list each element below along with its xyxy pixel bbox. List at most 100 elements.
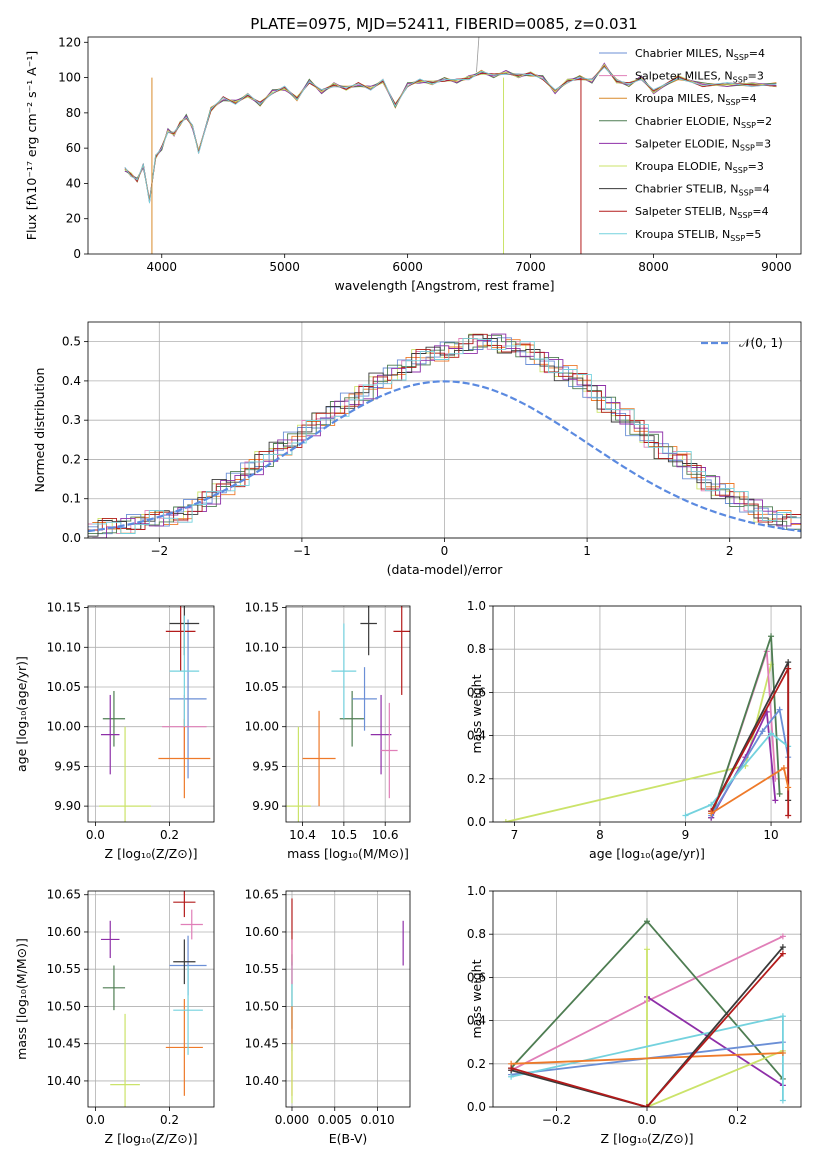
x-tick-label: 5000	[269, 260, 300, 274]
y-tick-label: 1.0	[467, 884, 486, 898]
legend-entry: 𝒩(0, 1)	[701, 336, 783, 350]
legend-entry: Kroupa MILES, NSSP=4	[599, 92, 757, 107]
axes-frame	[492, 890, 802, 1108]
legend-entry: Salpeter STELIB, NSSP=4	[599, 205, 769, 220]
axes-frame	[285, 890, 411, 1108]
normal-curve	[88, 380, 801, 533]
y-tick-label: 10.15	[245, 601, 279, 615]
legend-entry: Kroupa STELIB, NSSP=5	[599, 228, 761, 243]
y-tick-label: 100	[58, 71, 81, 85]
weight-marker	[785, 812, 792, 819]
legend-entry: Chabrier MILES, NSSP=4	[599, 47, 765, 62]
histogram-kroupa_elodie	[88, 333, 797, 531]
weight-marker	[759, 728, 766, 735]
legend-subscript: SSP	[730, 234, 745, 243]
legend-value: =2	[756, 115, 772, 128]
errorbar-point-kroupa_stelib	[331, 623, 357, 719]
x-tick-label: 0.0	[86, 828, 105, 842]
y-tick-label: 40	[66, 176, 81, 190]
errorbar-point-kroupa_elodie	[286, 726, 311, 822]
y-tick-label: 10.05	[47, 680, 81, 694]
weight-marker	[779, 1097, 786, 1104]
panel-age_vs_mass: 10.4 10.5 10.6 9.90 9.95 10.00 10.05 10.10 10.15…	[245, 601, 411, 861]
y-tick-label: 10.05	[245, 680, 279, 694]
legend-label: Kroupa MILES, NSSP=4	[635, 92, 757, 107]
x-tick-label: 7	[511, 828, 519, 842]
x-axis-label: wavelength [Angstrom, rest frame]	[334, 278, 554, 293]
x-axis-label: mass [log₁₀(M/M⊙)]	[287, 846, 409, 861]
y-axis-label: Flux [fλ10⁻¹⁷ erg cm⁻² s⁻¹ A⁻¹]	[24, 51, 39, 240]
errorbar-point-salpeter_elodie	[100, 694, 120, 775]
y-tick-label: 0.8	[467, 642, 486, 656]
x-tick-label: 0.0	[637, 1113, 656, 1127]
x-tick-label: 9	[682, 828, 690, 842]
x-tick-label: 10	[763, 828, 778, 842]
legend-subscript: SSP	[733, 166, 748, 175]
legend-label-text: Kroupa STELIB, N	[635, 228, 730, 241]
y-tick-label: 20	[66, 212, 81, 226]
y-tick-label: 0.2	[467, 1057, 486, 1071]
y-tick-label: 0.8	[467, 927, 486, 941]
legend-label: Chabrier STELIB, NSSP=4	[635, 183, 770, 198]
errorbar-point-kroupa_elodie	[110, 1013, 140, 1107]
legend-label-text: Salpeter STELIB, N	[635, 205, 737, 218]
legend-value: =3	[755, 137, 771, 150]
spectrum-line-salpeter_stelib	[124, 65, 777, 203]
legend-subscript: SSP	[740, 143, 755, 152]
weight-marker	[682, 812, 689, 819]
y-tick-label: 0.4	[467, 729, 486, 743]
spectrum-line-kroupa_elodie	[124, 63, 777, 201]
errorbar-point-salpeter_miles	[381, 702, 398, 799]
weight-line-kroupa_elodie	[505, 664, 772, 822]
weight-marker	[644, 946, 650, 953]
legend-value: =3	[748, 70, 764, 83]
y-tick-label: 9.90	[54, 799, 81, 813]
x-axis-label: Z [log₁₀(Z/Z⊙)]	[105, 846, 198, 861]
histogram-salpeter_stelib	[88, 333, 801, 531]
legend-subscript: SSP	[739, 189, 754, 198]
panel-mass_vs_ebv: 0.000 0.005 0.010 10.40 10.45 10.50 10.55 10.60…	[245, 888, 411, 1146]
weight-marker	[644, 918, 650, 925]
y-tick-label: 0.0	[467, 815, 486, 829]
legend-label-text: Kroupa ELODIE, N	[635, 160, 733, 173]
histogram-kroupa_stelib	[92, 337, 801, 534]
legend-entry: Chabrier ELODIE, NSSP=2	[599, 115, 772, 130]
panel-weight_vs_age: 7 8 9 10 0.0 0.2 0.4 0.6 0.8 1.0 age [log₁₀(age/yr…	[467, 599, 802, 861]
y-tick-label: 10.40	[245, 1074, 279, 1088]
y-axis-label: mass [log₁₀(M/M⊙)]	[14, 938, 29, 1060]
y-axis-label: mass weight	[469, 674, 484, 753]
x-tick-label: 8	[596, 828, 604, 842]
legend-entry: Salpeter ELODIE, NSSP=3	[599, 137, 771, 152]
y-tick-label: 80	[66, 106, 81, 120]
y-tick-label: 10.50	[47, 999, 81, 1013]
weight-marker	[708, 810, 715, 817]
axes-frame	[87, 321, 802, 539]
errorbar-point-chabrier_elodie	[102, 965, 126, 1011]
histogram-chabrier_stelib	[88, 334, 797, 537]
y-axis-label: mass weight	[469, 959, 484, 1038]
y-tick-label: 10.15	[47, 601, 81, 615]
y-tick-label: 0.2	[467, 772, 486, 786]
weight-marker	[779, 950, 786, 957]
errorbar-point-kroupa_elodie	[99, 726, 151, 822]
spectrum-line-kroupa_stelib	[124, 66, 777, 204]
weight-marker	[768, 633, 775, 640]
weight-marker	[776, 706, 783, 713]
axes-frame	[87, 890, 215, 1108]
y-tick-label: 10.00	[245, 720, 279, 734]
x-axis-label: E(B-V)	[329, 1131, 368, 1146]
weight-marker	[779, 1050, 786, 1056]
panel-residuals: −2 −1 0 1 2 0.0 0.1 0.2 0.3 0.4 0.5 (data-model)/er…	[32, 321, 802, 577]
y-tick-label: 10.55	[245, 962, 279, 976]
errorbar-point-orange	[165, 999, 203, 1096]
x-tick-label: 0.0	[86, 1113, 105, 1127]
weight-marker	[785, 784, 792, 791]
legend-entry: Chabrier STELIB, NSSP=4	[599, 183, 770, 198]
legend-subscript: SSP	[734, 53, 749, 62]
legend-label-text: Salpeter MILES, N	[635, 70, 733, 83]
x-axis-label: age [log₁₀(age/yr)]	[589, 846, 705, 861]
legend-label: Salpeter ELODIE, NSSP=3	[635, 137, 771, 152]
weight-marker	[776, 790, 783, 797]
weight-line-chabrier_stelib	[510, 946, 784, 1107]
